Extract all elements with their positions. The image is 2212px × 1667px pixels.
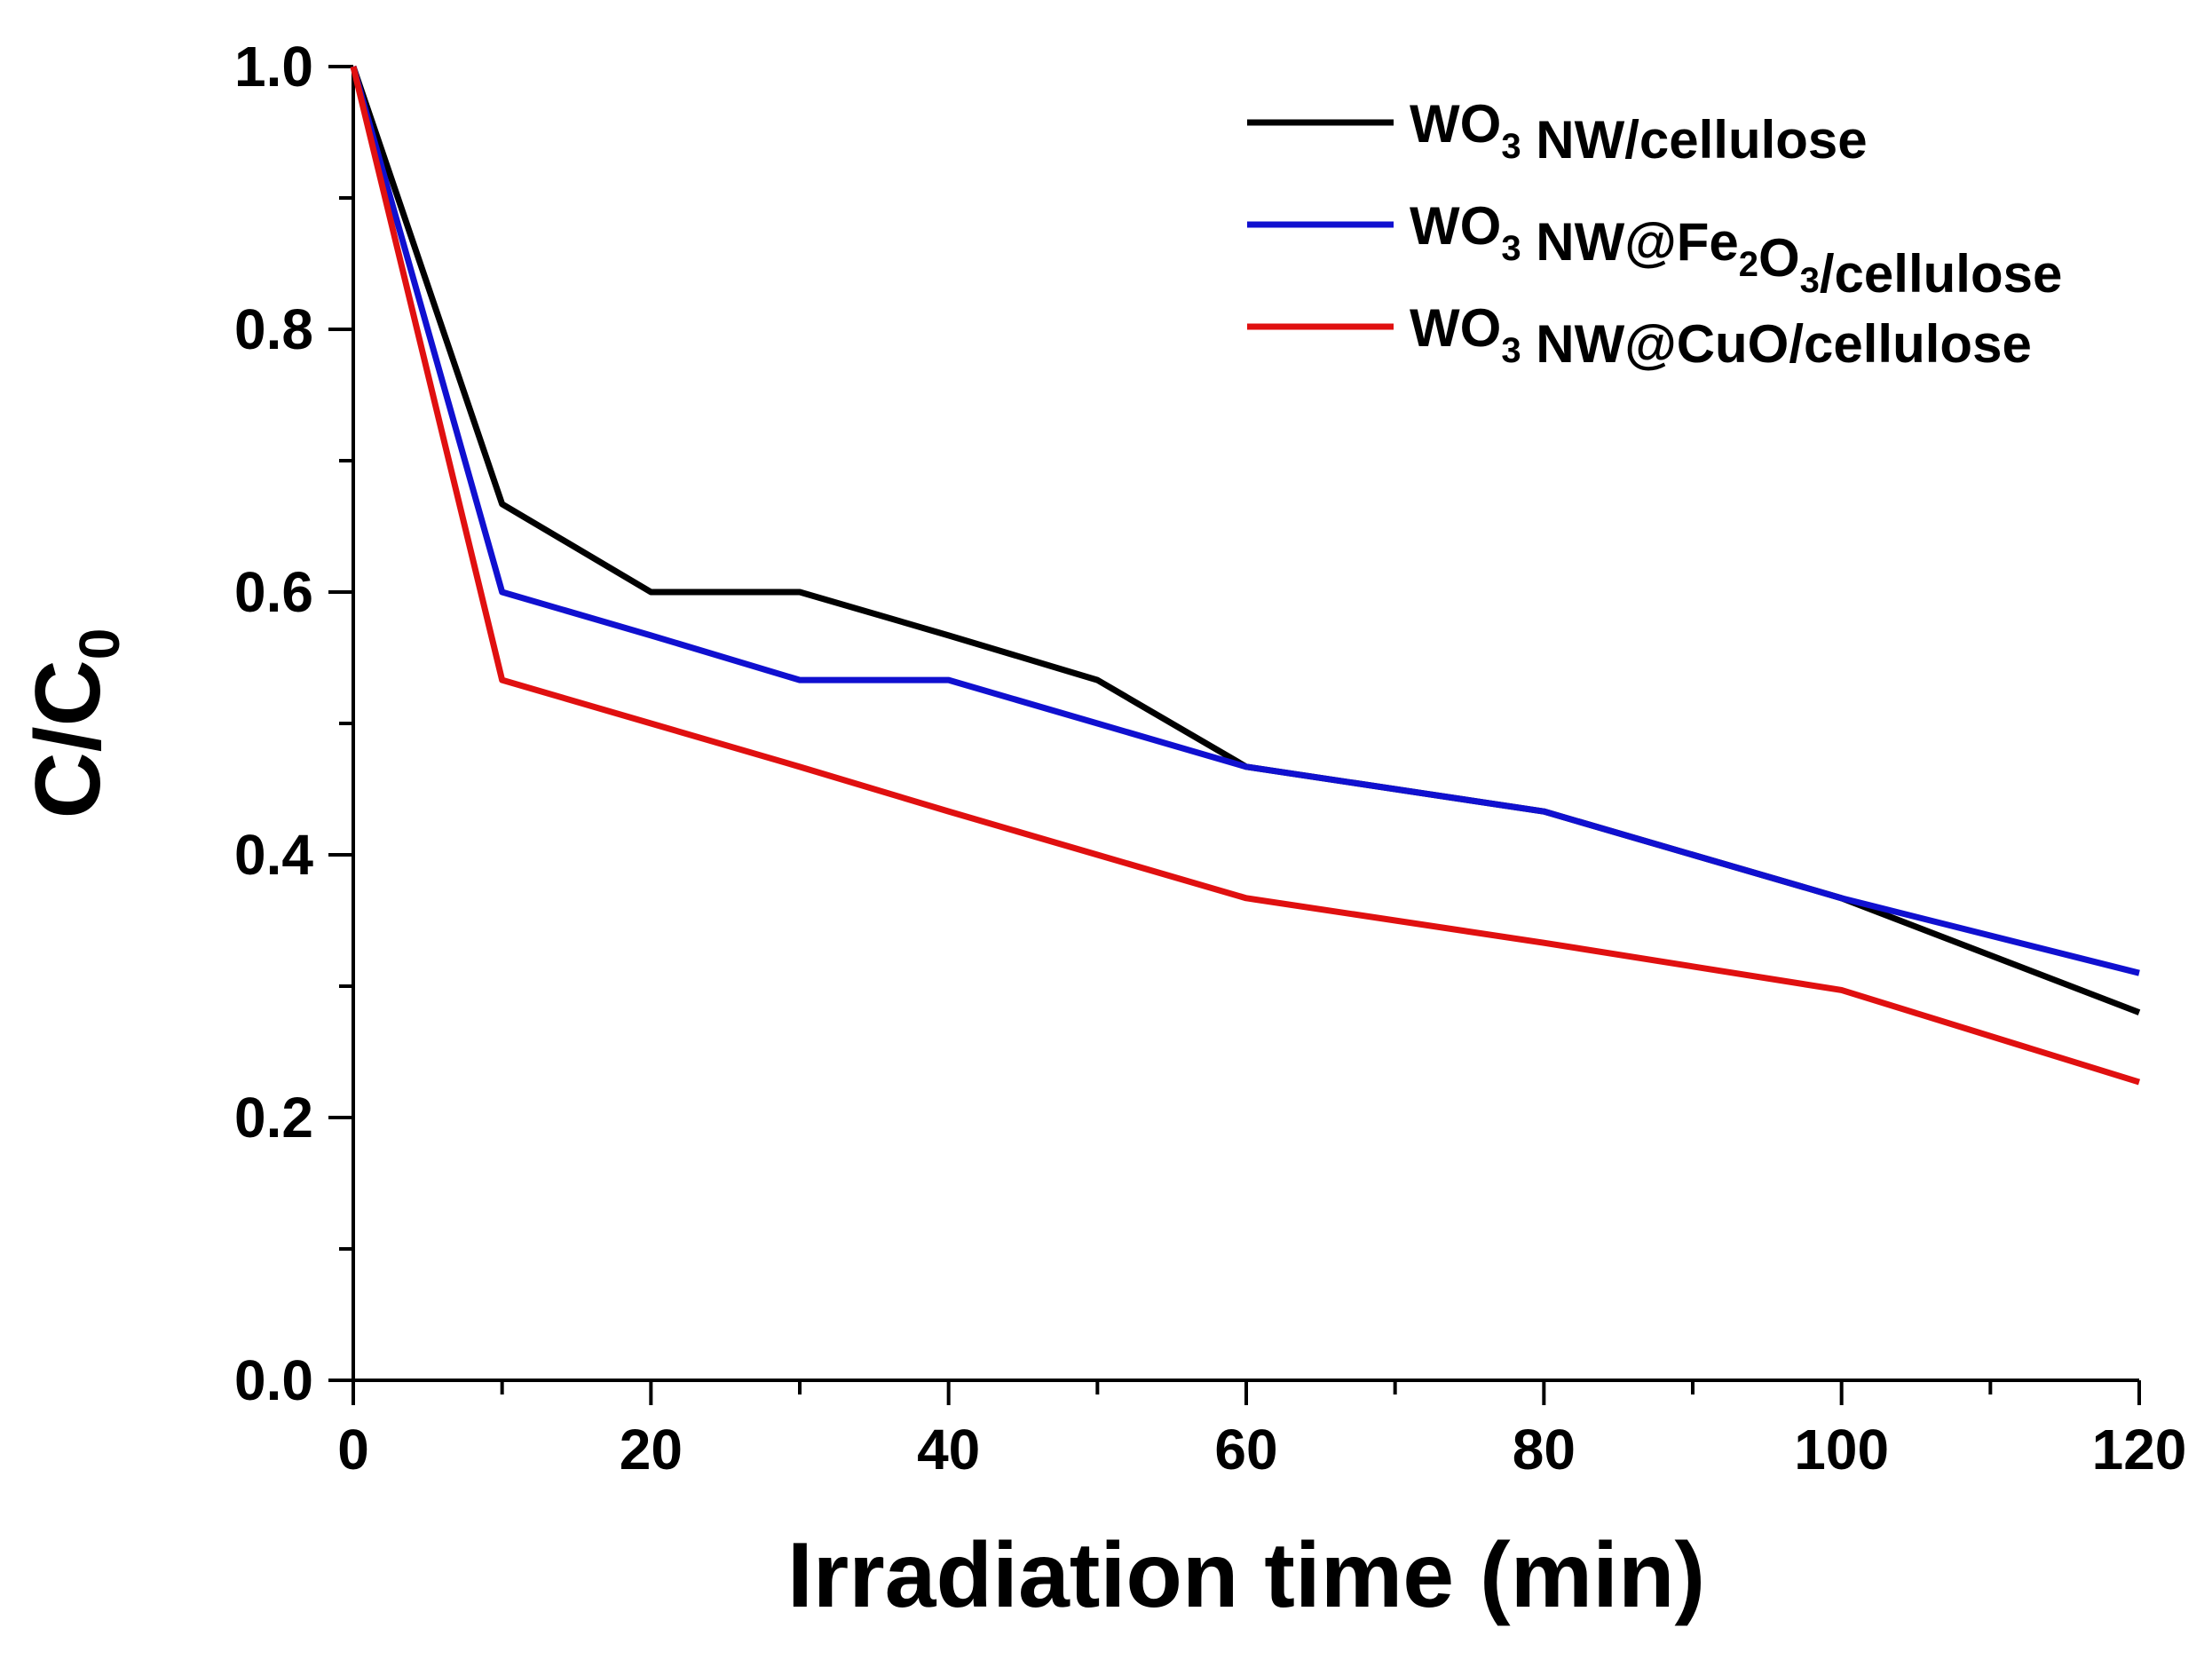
x-tick-label: 80 [1513,1418,1576,1481]
legend-label-3: WO3 NW@CuO/cellulose [1410,298,2032,374]
series-line-3 [350,66,2141,1086]
x-tick-label: 100 [1794,1418,1889,1481]
legend-subscript: 2 [1739,245,1758,284]
legend-label-2: WO3 NW@Fe2O3/cellulose [1410,196,2062,304]
y-axis-title: C/C0 [17,628,131,819]
legend-subscript: 3 [1501,229,1521,268]
legend-subscript: 3 [1800,261,1820,300]
legend-text-part: NW/cellulose [1521,110,1868,170]
y-tick-label: 0.4 [234,823,313,887]
legend-text-part: NW@Fe [1521,212,1739,272]
series-lines [350,65,2141,1086]
x-tick-label: 40 [917,1418,980,1481]
x-tick-label: 120 [2092,1418,2187,1481]
axis-titles: Irradiation time (min) C/C0 [17,628,1705,1627]
y-tick-label: 0.8 [234,297,313,361]
y-tick-label: 0.0 [234,1348,313,1412]
x-tick-label: 60 [1214,1418,1277,1481]
y-axis-title-main: C/C [17,660,120,818]
legend-text-part: NW@CuO/cellulose [1521,314,2032,374]
legend-subscript: 3 [1501,127,1521,166]
series-line-2 [350,66,2140,976]
legend-subscript: 3 [1501,331,1521,370]
y-tick-label: 0.6 [234,560,313,624]
legend-text-part: WO [1410,298,1501,358]
legend-text-part: /cellulose [1820,244,2062,304]
legend-text-part: WO [1410,94,1501,154]
series-line-1 [350,65,2141,1015]
y-tick-label: 1.0 [234,35,313,99]
legend-label-1: WO3 NW/cellulose [1410,94,1868,170]
x-tick-label: 20 [620,1418,683,1481]
legend-text-part: WO [1410,196,1501,256]
legend-text-part: O [1758,228,1800,288]
axes: 0 20 40 60 80 100 120 0.0 0.2 0.4 0.6 0.8 1.0 [234,35,2186,1481]
x-axis-title: Irradiation time (min) [787,1524,1705,1627]
y-tick-label: 0.2 [234,1086,313,1150]
x-tick-label: 0 [337,1418,369,1481]
y-axis-title-subscript: 0 [67,628,131,660]
